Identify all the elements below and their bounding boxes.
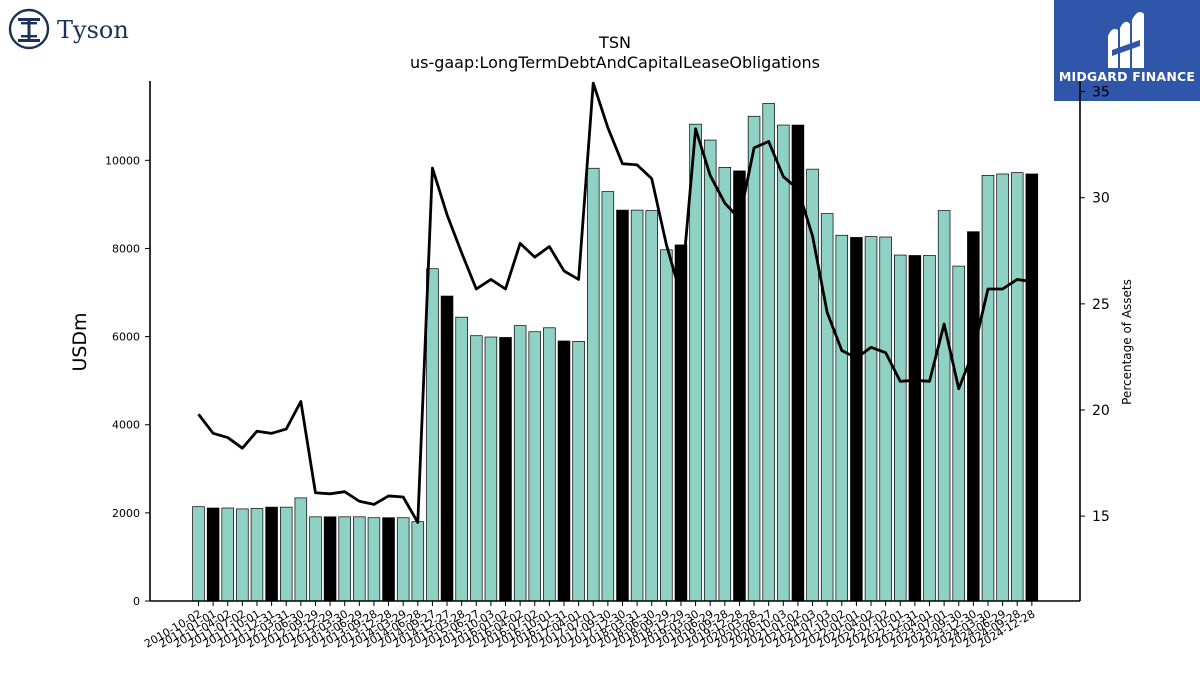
bar [543, 327, 556, 602]
bar [645, 210, 658, 602]
y2-tick-label: 25 [1092, 297, 1110, 313]
chart-subtitle: us-gaap:LongTermDebtAndCapitalLeaseOblig… [410, 53, 820, 72]
bar [616, 209, 629, 602]
bar [236, 508, 249, 602]
bar [557, 340, 571, 602]
tyson-emblem-icon [8, 8, 50, 50]
bar [572, 341, 585, 602]
bar [396, 517, 410, 602]
bar [440, 295, 454, 602]
bar [455, 316, 468, 602]
bar [265, 506, 278, 602]
bar [733, 170, 746, 602]
y-tick-label: 0 [133, 595, 140, 608]
bar [879, 236, 892, 602]
y-tick-label: 4000 [112, 419, 140, 432]
y2-tick-label: 35 [1092, 85, 1110, 101]
tyson-wordmark: Tyson [57, 16, 129, 44]
midgard-finance-logo: MIDGARD FINANCE [1054, 0, 1200, 101]
y-tick-label: 8000 [112, 242, 140, 255]
bar [206, 507, 220, 602]
bar [309, 516, 322, 602]
bar [835, 234, 849, 602]
y-tick-label: 2000 [112, 507, 140, 520]
y-axis-label: USDm [69, 312, 91, 371]
bar [937, 210, 951, 602]
bar [382, 517, 395, 602]
y2-tick-label: 30 [1092, 191, 1110, 207]
bar [367, 517, 381, 602]
bar [586, 167, 600, 602]
bar [689, 123, 702, 602]
y-tick-label: 10000 [105, 154, 140, 167]
bar [528, 331, 542, 602]
bar [996, 173, 1009, 602]
bar [221, 507, 234, 602]
midgard-wordmark: MIDGARD FINANCE [1058, 69, 1196, 84]
bar [323, 516, 337, 602]
bar [762, 103, 775, 602]
bar [294, 497, 308, 602]
bar [674, 244, 688, 602]
bar [1010, 172, 1024, 602]
bar [353, 516, 366, 602]
bar-series [192, 103, 1039, 602]
bar [981, 174, 995, 602]
bar [894, 254, 907, 602]
y2-tick-label: 20 [1092, 403, 1110, 419]
bar [499, 337, 512, 602]
axes: 020004000600080001000015202530352010-10-… [105, 81, 1110, 651]
bar [1025, 173, 1039, 602]
midgard-emblem-icon [1108, 12, 1144, 68]
bar [630, 209, 644, 602]
bar [192, 506, 205, 602]
bar [513, 325, 527, 602]
bar [250, 508, 264, 602]
bar [660, 249, 673, 602]
bar [279, 506, 293, 602]
tyson-logo: Tyson [8, 6, 148, 54]
bar [338, 516, 351, 602]
bar [718, 167, 732, 602]
bar [967, 231, 980, 602]
bar [601, 191, 615, 602]
chart-title: TSN [598, 33, 631, 52]
bar [908, 255, 922, 602]
line-path [197, 81, 1033, 524]
bar [820, 213, 834, 602]
bar [791, 124, 805, 602]
bar [864, 236, 878, 602]
bar [484, 336, 498, 602]
bar [850, 237, 863, 602]
bar [703, 139, 717, 602]
y-tick-label: 6000 [112, 331, 140, 344]
bar [777, 124, 790, 602]
bar [923, 255, 936, 602]
line-series [197, 81, 1033, 524]
bar [952, 265, 965, 602]
bar [411, 521, 425, 602]
y2-axis-label: Percentage of Assets [1120, 279, 1134, 405]
y2-tick-label: 15 [1092, 509, 1110, 525]
bar [747, 115, 761, 602]
bar [426, 268, 439, 602]
bar [470, 335, 483, 602]
